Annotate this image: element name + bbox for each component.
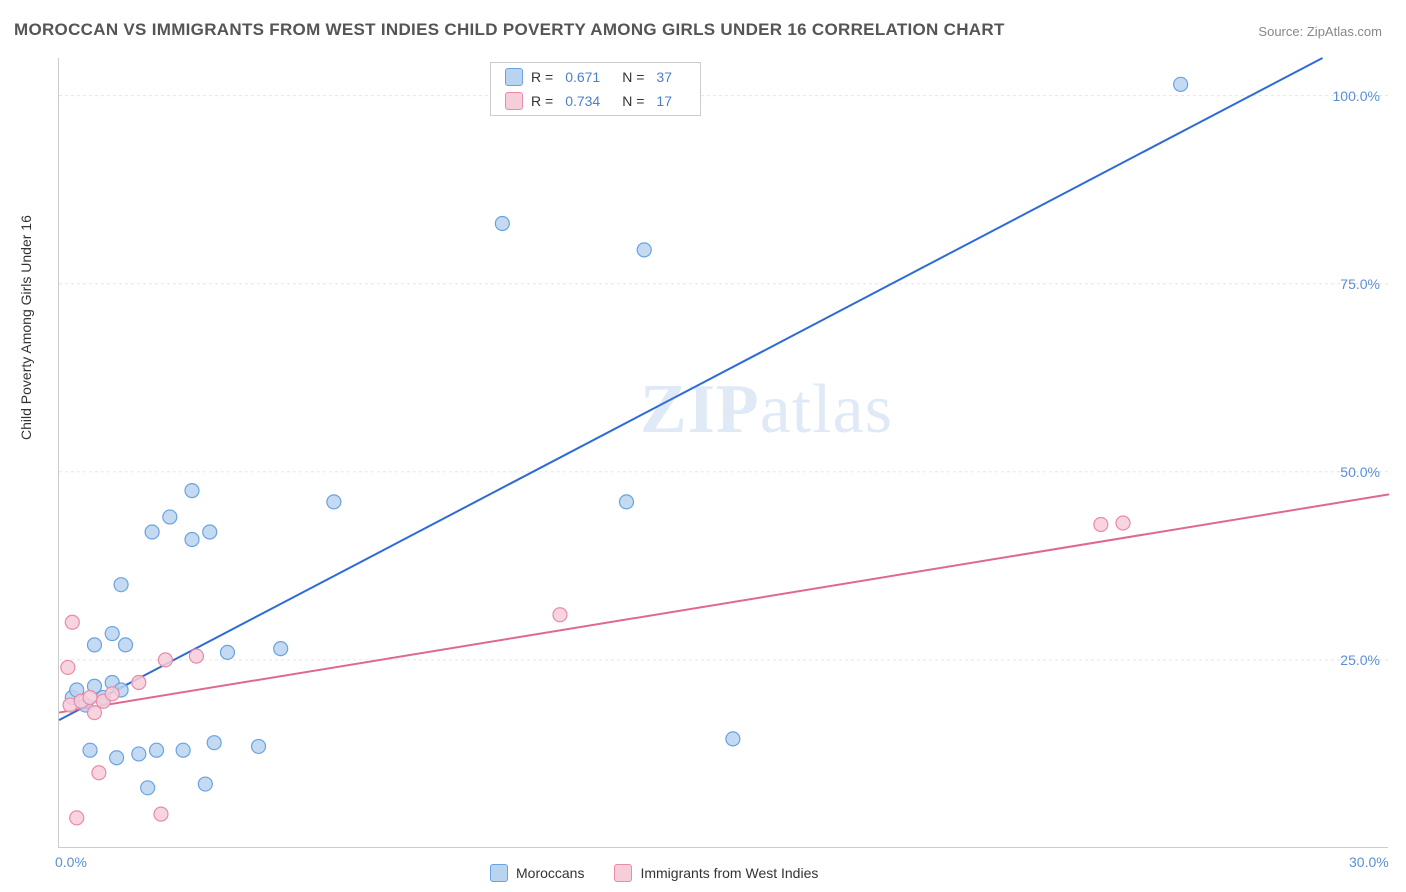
chart-svg xyxy=(59,58,1388,847)
swatch-westindies-b xyxy=(614,864,632,882)
r-value-moroccans: 0.671 xyxy=(565,69,600,85)
legend-row-moroccans: R = 0.671 N = 37 xyxy=(491,65,700,89)
r-value-westindies: 0.734 xyxy=(565,93,600,109)
y-tick-label: 25.0% xyxy=(1340,652,1380,668)
r-label: R = xyxy=(531,93,553,109)
n-value-moroccans: 37 xyxy=(656,69,672,85)
n-value-westindies: 17 xyxy=(656,93,672,109)
legend-item-moroccans: Moroccans xyxy=(490,864,584,882)
series-label-moroccans: Moroccans xyxy=(516,865,584,881)
source-attribution: Source: ZipAtlas.com xyxy=(1258,24,1382,39)
source-label: Source: xyxy=(1258,24,1303,39)
plot-area: 25.0%50.0%75.0%100.0%0.0%30.0% xyxy=(58,58,1388,848)
legend-series: Moroccans Immigrants from West Indies xyxy=(490,864,818,882)
x-tick-label: 30.0% xyxy=(1349,854,1389,870)
series-label-westindies: Immigrants from West Indies xyxy=(640,865,818,881)
source-link[interactable]: ZipAtlas.com xyxy=(1307,24,1382,39)
legend-row-westindies: R = 0.734 N = 17 xyxy=(491,89,700,113)
chart-container: MOROCCAN VS IMMIGRANTS FROM WEST INDIES … xyxy=(0,0,1406,892)
y-tick-label: 50.0% xyxy=(1340,464,1380,480)
swatch-westindies xyxy=(505,92,523,110)
swatch-moroccans-b xyxy=(490,864,508,882)
watermark: ZIPatlas xyxy=(640,370,893,450)
y-axis-label: Child Poverty Among Girls Under 16 xyxy=(18,215,34,440)
n-label: N = xyxy=(622,93,644,109)
legend-correlation: R = 0.671 N = 37 R = 0.734 N = 17 xyxy=(490,62,701,116)
r-label: R = xyxy=(531,69,553,85)
n-label: N = xyxy=(622,69,644,85)
swatch-moroccans xyxy=(505,68,523,86)
y-tick-label: 100.0% xyxy=(1333,88,1380,104)
legend-item-westindies: Immigrants from West Indies xyxy=(614,864,818,882)
y-tick-label: 75.0% xyxy=(1340,276,1380,292)
chart-title: MOROCCAN VS IMMIGRANTS FROM WEST INDIES … xyxy=(14,20,1005,40)
x-tick-label: 0.0% xyxy=(55,854,87,870)
